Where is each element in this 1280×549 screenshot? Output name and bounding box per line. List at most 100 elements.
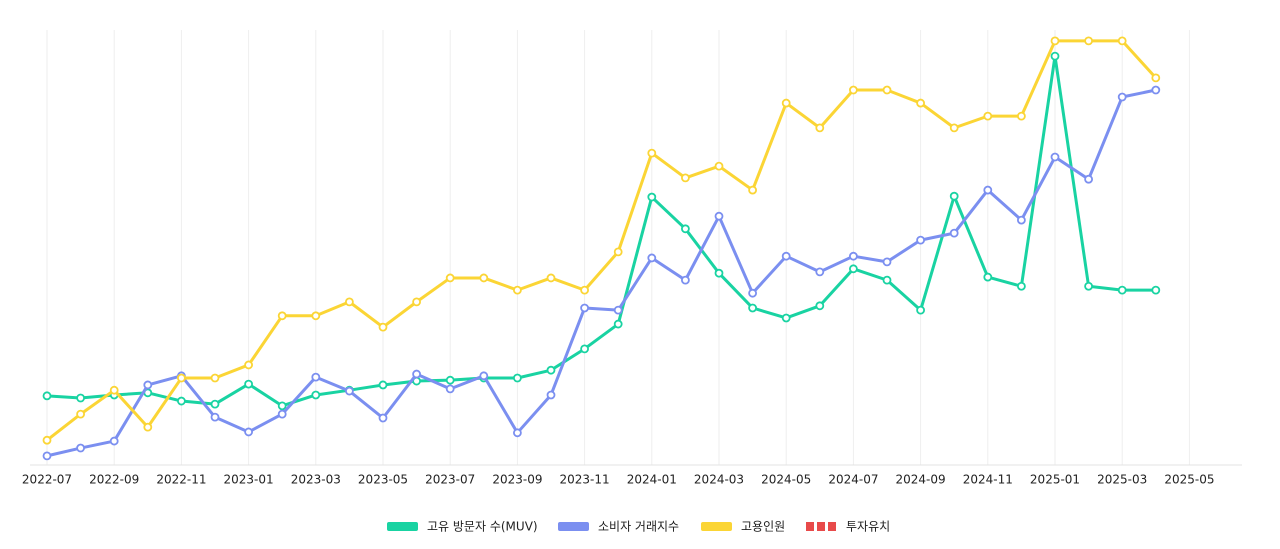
x-tick-label: 2022-11	[156, 473, 206, 487]
data-point	[546, 273, 556, 283]
data-point	[949, 191, 959, 201]
x-tick-label: 2023-07	[425, 473, 475, 487]
data-point	[277, 409, 287, 419]
data-point	[613, 247, 623, 257]
data-point	[983, 272, 993, 282]
data-point	[1050, 152, 1060, 162]
data-point	[681, 173, 690, 183]
data-point	[882, 85, 892, 95]
data-point	[210, 399, 220, 409]
data-point	[1117, 92, 1127, 102]
data-point	[949, 228, 959, 238]
data-point	[244, 427, 254, 437]
x-tick-label: 2023-05	[358, 473, 408, 487]
x-tick-label: 2025-05	[1164, 473, 1214, 487]
x-tick-label: 2022-09	[89, 473, 139, 487]
x-tick-label: 2023-01	[224, 473, 274, 487]
data-point	[916, 305, 925, 315]
data-point	[647, 148, 657, 158]
data-point	[714, 268, 724, 278]
data-point	[613, 305, 623, 315]
data-point	[76, 409, 85, 419]
data-point	[513, 428, 522, 438]
data-point	[983, 111, 993, 121]
data-point	[546, 365, 556, 375]
data-point	[244, 360, 254, 370]
data-point	[277, 311, 287, 321]
series-line	[46, 54, 1156, 408]
data-point	[378, 380, 388, 390]
legend-swatch	[558, 522, 589, 531]
data-point	[1117, 36, 1127, 46]
data-point	[412, 297, 422, 307]
data-point	[311, 372, 321, 382]
legend-swatch	[387, 522, 418, 531]
data-point	[983, 185, 993, 195]
data-point	[143, 380, 153, 390]
data-point	[445, 273, 455, 283]
data-point	[815, 123, 825, 133]
legend-swatch	[817, 522, 825, 531]
data-point	[882, 275, 892, 285]
x-tick-label: 2024-05	[761, 473, 811, 487]
data-point	[210, 412, 220, 422]
legend-label: 소비자 거래지수	[598, 520, 679, 534]
data-point	[714, 211, 724, 221]
data-point	[714, 161, 724, 171]
legend-label: 투자유치	[846, 520, 890, 534]
x-tick-label: 2022-07	[22, 473, 72, 487]
data-point	[815, 267, 825, 277]
x-tick-label: 2025-01	[1030, 473, 1080, 487]
data-point	[445, 384, 455, 394]
data-point	[1050, 36, 1060, 46]
data-point	[42, 451, 52, 461]
legend-swatch	[828, 522, 836, 531]
data-point	[1017, 111, 1026, 121]
data-point	[748, 185, 757, 195]
data-point	[244, 379, 254, 389]
data-point	[412, 369, 422, 379]
data-point	[647, 253, 657, 263]
data-point	[1084, 281, 1093, 291]
data-point	[748, 288, 757, 298]
data-point	[1117, 285, 1127, 295]
data-point	[344, 386, 354, 396]
x-tick-label: 2024-03	[694, 473, 744, 487]
x-tick-label: 2023-09	[492, 473, 542, 487]
legend-label: 고유 방문자 수(MUV)	[427, 520, 538, 534]
data-point	[849, 85, 858, 95]
series-line	[46, 88, 1157, 458]
data-point	[815, 301, 825, 311]
data-point	[311, 311, 321, 321]
data-point	[849, 251, 858, 261]
data-point	[781, 251, 791, 261]
data-point	[1050, 51, 1060, 61]
data-point	[277, 401, 287, 411]
data-point	[42, 391, 52, 401]
x-tick-label: 2024-07	[828, 473, 878, 487]
x-tick-label: 2024-11	[963, 473, 1013, 487]
data-point	[109, 436, 119, 446]
data-point	[513, 373, 522, 383]
data-point	[42, 435, 52, 445]
data-point	[344, 297, 354, 307]
data-point	[580, 303, 589, 313]
data-point	[580, 285, 589, 295]
data-point	[176, 396, 186, 406]
data-point	[681, 275, 690, 285]
data-point	[210, 373, 220, 383]
data-point	[1084, 174, 1093, 184]
data-point	[546, 390, 556, 400]
x-tick-label: 2025-03	[1097, 473, 1147, 487]
data-point	[176, 373, 186, 383]
data-point	[1151, 285, 1161, 295]
data-point	[882, 257, 892, 267]
data-point	[916, 235, 925, 245]
data-point	[479, 371, 489, 381]
data-point	[311, 390, 321, 400]
data-point	[1084, 36, 1093, 46]
data-point	[1017, 281, 1026, 291]
data-point	[949, 123, 959, 133]
data-point	[76, 443, 85, 453]
